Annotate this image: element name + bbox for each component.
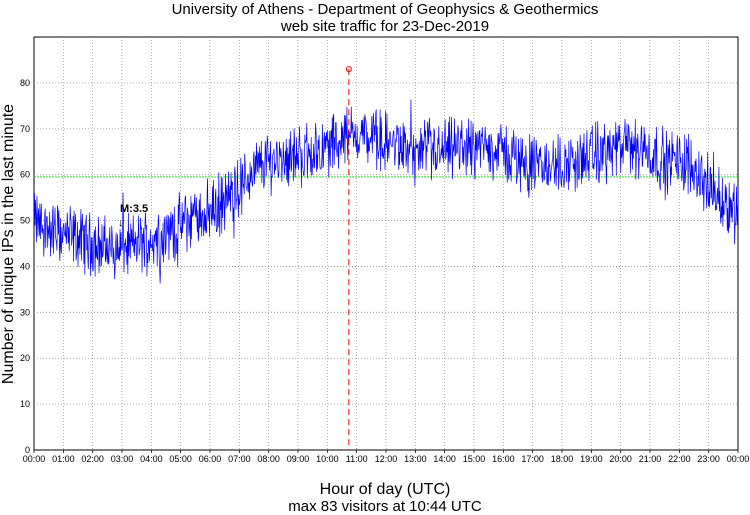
- series-point: [664, 160, 665, 161]
- x-tick-label: 14:00: [433, 454, 456, 464]
- series-point: [517, 160, 518, 161]
- series-point: [297, 156, 298, 157]
- series-point: [371, 137, 372, 138]
- series-point: [503, 151, 504, 152]
- x-tick-label: 01:00: [52, 454, 75, 464]
- series-point: [723, 202, 724, 203]
- series-point: [356, 133, 357, 134]
- series-point: [283, 156, 284, 157]
- series-line-visitors: [33, 99, 739, 284]
- x-tick-label: 11:00: [346, 454, 368, 464]
- series-point: [444, 151, 445, 152]
- series-point: [107, 247, 108, 248]
- x-tick-label: 00:00: [23, 454, 46, 464]
- y-tick-label: 30: [20, 307, 30, 317]
- x-tick-label: 13:00: [404, 454, 427, 464]
- series-point: [473, 147, 474, 148]
- series-point: [620, 147, 621, 148]
- x-tick-label: 06:00: [199, 454, 222, 464]
- y-tick-label: 0: [25, 445, 30, 455]
- y-tick-label: 50: [20, 216, 30, 226]
- series-point: [48, 229, 49, 230]
- x-tick-label: 02:00: [81, 454, 104, 464]
- series-point: [591, 156, 592, 157]
- x-tick-labels: 00:00 01:00 02:00 03:00 04:00 05:00 06:00 07:00…: [23, 454, 750, 464]
- series-point: [312, 151, 313, 152]
- series-point: [459, 147, 460, 148]
- x-tick-label: 07:00: [228, 454, 251, 464]
- y-tick-label: 60: [20, 170, 30, 180]
- max-visitors-caption: max 83 visitors at 10:44 UTC: [288, 498, 482, 515]
- series-point: [268, 160, 269, 161]
- series-point: [561, 165, 562, 166]
- series-point: [77, 238, 78, 239]
- series-point: [327, 147, 328, 148]
- series-point: [92, 243, 93, 244]
- series-point: [649, 151, 650, 152]
- x-tick-label: 22:00: [668, 454, 691, 464]
- x-tick-label: 17:00: [521, 454, 544, 464]
- series-point: [576, 160, 577, 161]
- series-point: [165, 234, 166, 235]
- x-tick-label: 16:00: [492, 454, 515, 464]
- x-tick-label: 10:00: [316, 454, 339, 464]
- y-axis-label: Number of unique IPs in the last minute: [0, 104, 17, 384]
- x-tick-label: 15:00: [463, 454, 486, 464]
- series-point: [253, 169, 254, 170]
- x-axis-label: Hour of day (UTC): [320, 481, 451, 498]
- y-tick-label: 70: [20, 124, 30, 134]
- x-tick-label: 12:00: [375, 454, 398, 464]
- x-tick-label: 18:00: [551, 454, 574, 464]
- series-point: [180, 225, 181, 226]
- x-tick-label: 20:00: [609, 454, 632, 464]
- x-tick-label: 08:00: [257, 454, 280, 464]
- series-point: [693, 165, 694, 166]
- series-point: [737, 211, 738, 212]
- chart-subtitle: web site traffic for 23-Dec-2019: [280, 18, 489, 35]
- series-point: [341, 137, 342, 138]
- series-point: [239, 188, 240, 189]
- x-tick-label: 04:00: [140, 454, 163, 464]
- series-point: [532, 165, 533, 166]
- series-point: [151, 238, 152, 239]
- x-tick-label: 03:00: [111, 454, 134, 464]
- chart-title: University of Athens - Department of Geo…: [172, 1, 599, 18]
- series-point: [605, 151, 606, 152]
- series-point: [224, 202, 225, 203]
- annotation-arrow: ↓: [118, 217, 124, 229]
- annotation-label: M:3.5: [120, 203, 148, 215]
- y-tick-label: 10: [20, 399, 30, 409]
- series-layer: [33, 99, 739, 284]
- series-point: [195, 215, 196, 216]
- y-tick-label: 40: [20, 261, 30, 271]
- x-tick-label: 21:00: [639, 454, 662, 464]
- series-point: [385, 142, 386, 143]
- series-point: [33, 220, 34, 221]
- series-point: [488, 147, 489, 148]
- series-point: [415, 156, 416, 157]
- series-point: [136, 243, 137, 244]
- series-point: [63, 234, 64, 235]
- series-point: [679, 160, 680, 161]
- y-tick-labels: 0 10 20 30 40 50 60 70 80: [20, 78, 30, 455]
- series-point: [400, 147, 401, 148]
- x-tick-label: 19:00: [580, 454, 603, 464]
- series-point: [209, 211, 210, 212]
- x-tick-label: 09:00: [287, 454, 310, 464]
- series-point: [635, 147, 636, 148]
- y-tick-label: 80: [20, 78, 30, 88]
- series-point: [547, 165, 548, 166]
- grid: [33, 37, 739, 453]
- max-marker-dot: [345, 66, 352, 73]
- series-point: [429, 151, 430, 152]
- x-tick-label: 05:00: [169, 454, 192, 464]
- series-point: [121, 247, 122, 248]
- series-point: [708, 188, 709, 189]
- x-tick-label: 23:00: [697, 454, 720, 464]
- y-tick-label: 20: [20, 353, 30, 363]
- x-tick-label: 00:00: [727, 454, 750, 464]
